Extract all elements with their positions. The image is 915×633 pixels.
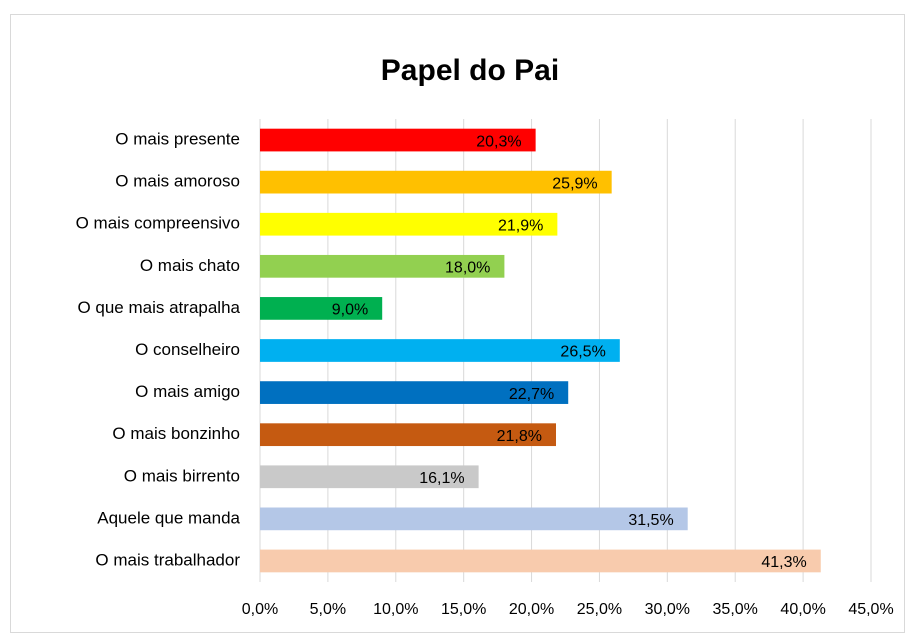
x-tick-label: 15,0% [441,601,486,618]
bar [260,465,479,489]
value-label: 21,9% [498,217,543,234]
y-tick-label: O mais amoroso [115,172,240,191]
y-tick-label: O mais presente [115,130,240,149]
y-tick-label: O que mais atrapalha [77,298,240,317]
x-tick-label: 0,0% [242,601,278,618]
value-label: 20,3% [476,133,521,150]
bar [260,128,536,152]
x-tick-label: 35,0% [713,601,758,618]
bar [260,381,569,404]
y-tick-label: O conselheiro [135,340,240,359]
chart-frame [10,14,905,633]
value-label: 31,5% [628,512,673,529]
y-tick-label: O mais trabalhador [95,550,240,569]
value-label: 22,7% [509,386,554,403]
y-tick-label: O mais compreensivo [76,214,240,233]
bar [260,170,612,194]
value-label: 18,0% [445,260,490,277]
bar [260,212,558,236]
bar [260,423,556,447]
value-label: 21,8% [497,428,542,445]
bar [260,507,688,531]
bar [260,549,821,573]
x-tick-label: 30,0% [645,601,690,618]
y-tick-label: O mais chato [140,256,240,275]
y-tick-label: O mais amigo [135,382,240,401]
y-tick-label: O mais birrento [124,466,240,485]
bar [260,339,620,362]
y-tick-label: Aquele que manda [97,508,240,527]
x-tick-label: 25,0% [577,601,622,618]
y-tick-label: O mais bonzinho [112,424,240,443]
value-label: 25,9% [552,175,597,192]
x-tick-label: 5,0% [310,601,346,618]
x-tick-label: 10,0% [373,601,418,618]
value-label: 41,3% [761,554,806,571]
value-label: 16,1% [419,470,464,487]
x-tick-label: 40,0% [780,601,825,618]
bar [260,297,383,320]
chart-title: Papel do Pai [381,54,559,87]
x-tick-label: 45,0% [848,601,893,618]
x-tick-label: 20,0% [509,601,554,618]
value-label: 26,5% [560,344,605,361]
value-label: 9,0% [332,302,368,319]
bar [260,254,505,278]
